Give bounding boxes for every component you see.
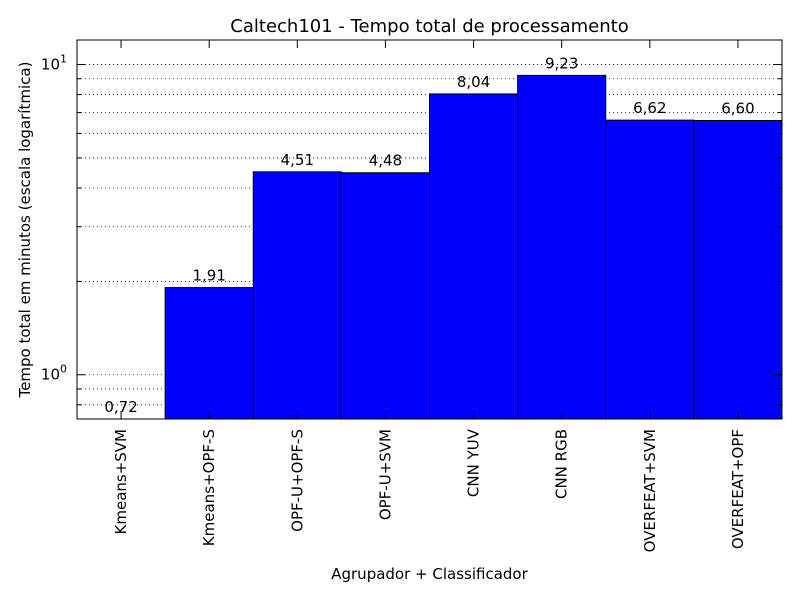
x-axis-ticks: Kmeans+SVM Kmeans+OPF-S OPF-U+OPF-S OPF-U+S… (112, 40, 747, 552)
bar (429, 93, 519, 420)
x-tick-label: OPF-U+SVM (376, 429, 394, 520)
plot-frame (76, 39, 783, 420)
data-label: 8,04 (457, 73, 490, 91)
bar (517, 74, 607, 420)
bar (340, 172, 430, 420)
x-tick-label: CNN YUV (465, 428, 483, 497)
x-tick-label: Kmeans+OPF-S (200, 429, 218, 546)
chart-title: Caltech101 - Tempo total de processament… (230, 16, 628, 37)
x-tick-label: OVERFEAT+OPF (729, 429, 747, 549)
data-label: 9,23 (545, 54, 578, 72)
bar (252, 171, 342, 420)
data-label: 0,72 (104, 398, 137, 416)
x-tick-label: CNN RGB (553, 429, 571, 499)
bars (164, 74, 783, 420)
x-tick-label: OVERFEAT+SVM (641, 429, 659, 552)
data-labels: 0,72 1,91 4,51 4,48 8,04 9,23 6,62 6,60 (104, 54, 754, 416)
data-label: 1,91 (192, 267, 225, 285)
x-axis-label: Agrupador + Classificador (331, 565, 528, 583)
bar (693, 120, 783, 420)
bar (605, 119, 695, 420)
x-tick-label: OPF-U+OPF-S (288, 429, 306, 532)
x-tick-label: Kmeans+SVM (112, 429, 130, 534)
data-label: 4,51 (281, 151, 314, 169)
data-label: 4,48 (369, 152, 402, 170)
y-axis-label: Tempo total em minutos (escala logarítmi… (16, 62, 34, 399)
data-label: 6,60 (721, 100, 754, 118)
y-axis-ticks: 100 101 (41, 53, 782, 406)
y-tick-label: 100 (41, 363, 67, 384)
data-label: 6,62 (633, 99, 666, 117)
bar (164, 287, 254, 420)
y-tick-label: 101 (41, 53, 67, 74)
